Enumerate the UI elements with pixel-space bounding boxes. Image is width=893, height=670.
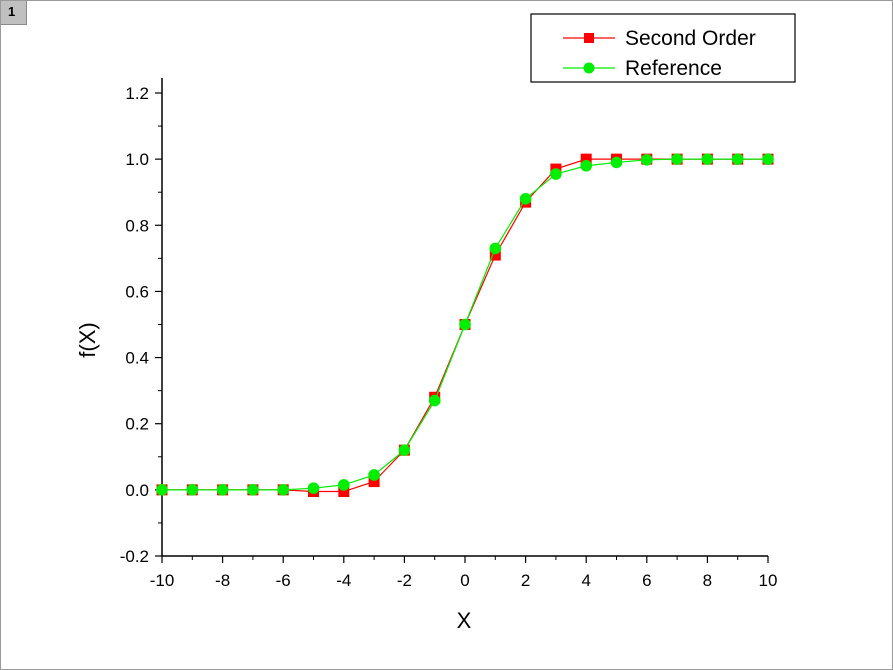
tick-marks [155, 92, 769, 563]
data-point-second-order [338, 486, 350, 498]
x-tick-label: -4 [336, 571, 351, 590]
x-tick-label: -10 [150, 571, 175, 590]
data-point-reference [459, 318, 471, 331]
data-point-second-order [368, 476, 380, 488]
x-tick-label: -2 [397, 571, 412, 590]
page-number-tab[interactable]: 1 [1, 1, 27, 25]
data-point-reference [762, 153, 774, 165]
data-point-reference [247, 484, 259, 496]
data-point-reference [550, 168, 562, 180]
y-tick-label: 1.0 [125, 150, 149, 169]
x-axis-title: X [457, 608, 472, 633]
x-tick-label: -8 [215, 571, 230, 590]
data-point-reference [216, 484, 229, 496]
series-reference [156, 153, 774, 496]
x-tick-label: 0 [460, 571, 469, 590]
series-layer [156, 153, 774, 498]
data-point-reference [368, 469, 380, 481]
tick-labels: -10 -8 -6 -4 -2 0 2 4 6 8 10 -0.2 0.0 0.2 0.4 0.6 0.8 1.0… [120, 84, 778, 590]
y-tick-label: -0.2 [120, 547, 149, 566]
data-point-reference [580, 159, 592, 172]
x-tick-label: 8 [703, 571, 712, 590]
data-point-reference [338, 479, 350, 491]
x-tick-label: -6 [276, 571, 291, 590]
data-point-reference [398, 444, 411, 456]
data-point-reference [641, 154, 653, 166]
data-point-reference [731, 153, 744, 165]
data-point-reference [610, 156, 623, 169]
data-point-reference [428, 394, 441, 407]
data-point-reference [277, 484, 290, 496]
data-point-reference [519, 193, 532, 205]
legend-box [530, 13, 796, 83]
x-tick-label: 4 [581, 571, 590, 590]
data-point-second-order [489, 249, 501, 261]
legend-marker-second-order [584, 33, 594, 43]
y-tick-label: 0.2 [125, 415, 149, 434]
legend-marker-reference [583, 62, 595, 74]
y-axis-title: f(X) [75, 322, 100, 357]
data-point-reference [671, 153, 683, 165]
y-tick-label: 0.6 [125, 282, 149, 301]
data-point-reference [701, 153, 714, 165]
y-tick-label: 0.0 [125, 481, 149, 500]
x-tick-label: 2 [521, 571, 530, 590]
data-point-reference [489, 242, 502, 255]
data-point-reference [186, 484, 199, 496]
legend: Second Order Reference [530, 13, 796, 83]
data-point-reference [307, 482, 320, 495]
legend-label-reference: Reference [625, 57, 722, 80]
y-tick-label: 1.2 [125, 84, 149, 103]
legend-label-second-order: Second Order [625, 27, 756, 50]
data-point-reference [156, 484, 168, 496]
x-tick-label: 10 [759, 571, 778, 590]
data-point-second-order [580, 153, 592, 165]
x-tick-label: 6 [642, 571, 651, 590]
y-tick-label: 0.4 [125, 349, 149, 368]
y-tick-label: 0.8 [125, 216, 149, 235]
